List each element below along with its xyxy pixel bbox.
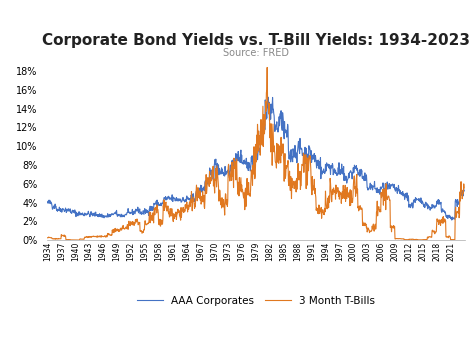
3 Month T-Bills (100, 234, 105, 238)
AAA Corporates (200, 188, 205, 192)
AAA Corporates (461, 189, 467, 193)
AAA Corporates (45, 200, 50, 204)
3 Month T-Bills (45, 236, 50, 240)
3 Month T-Bills (435, 219, 441, 223)
AAA Corporates (99, 212, 105, 216)
3 Month T-Bills (155, 211, 161, 215)
Line: AAA Corporates: AAA Corporates (47, 97, 464, 220)
Line: 3 Month T-Bills: 3 Month T-Bills (47, 68, 464, 240)
3 Month T-Bills (264, 66, 270, 70)
3 Month T-Bills (461, 186, 467, 190)
Legend: AAA Corporates, 3 Month T-Bills: AAA Corporates, 3 Month T-Bills (133, 292, 379, 310)
AAA Corporates (449, 218, 455, 222)
3 Month T-Bills (200, 189, 206, 193)
3 Month T-Bills (346, 190, 352, 194)
3 Month T-Bills (260, 104, 266, 108)
3 Month T-Bills (75, 238, 81, 242)
Title: Corporate Bond Yields vs. T-Bill Yields: 1934-2023: Corporate Bond Yields vs. T-Bill Yields:… (42, 33, 470, 48)
AAA Corporates (155, 202, 161, 206)
AAA Corporates (346, 176, 352, 180)
AAA Corporates (260, 128, 265, 132)
AAA Corporates (265, 95, 271, 99)
AAA Corporates (435, 199, 440, 203)
Text: Source: FRED: Source: FRED (223, 48, 289, 58)
